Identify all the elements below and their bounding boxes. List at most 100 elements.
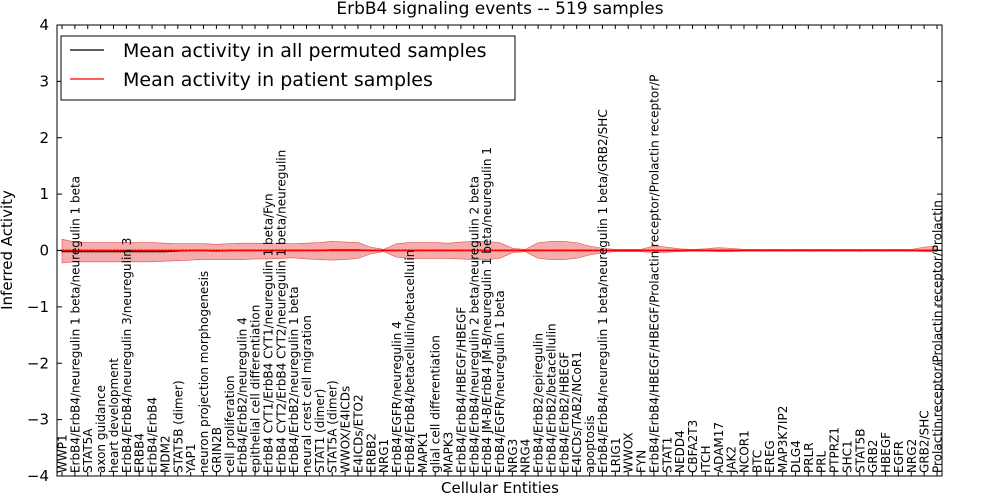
data-point — [447, 249, 449, 252]
data-point — [138, 251, 140, 253]
data-point — [331, 249, 333, 252]
data-point — [511, 249, 513, 252]
data-point — [318, 249, 320, 252]
data-point — [923, 249, 925, 252]
x-category-label: ERBB2 — [364, 433, 378, 473]
x-category-label: STAT1 — [660, 437, 674, 473]
x-category-label: NRG3 — [506, 439, 520, 473]
x-category-label: JAK2 — [725, 446, 739, 474]
data-point — [589, 249, 591, 252]
data-point — [100, 249, 102, 252]
data-point — [550, 249, 552, 252]
data-point — [190, 249, 192, 252]
legend-label-patient: Mean activity in patient samples — [123, 69, 433, 91]
x-category-label: STAT5A (dimer) — [326, 380, 340, 473]
x-category-label: HBEGF — [879, 432, 893, 473]
x-category-label: ErbB4/ErbB4/HBEGF/HBEGF/Prolactin recept… — [647, 75, 661, 473]
x-category-label: PTPRZ1 — [828, 427, 842, 473]
data-point — [794, 249, 797, 252]
data-point — [679, 249, 681, 252]
x-category-label: Prolactin receptor/Prolactin receptor/Pr… — [931, 200, 945, 473]
data-point — [859, 249, 861, 252]
data-point — [717, 249, 719, 252]
x-category-label: ErbB4/EGFR/neuregulin 1 beta — [493, 290, 507, 473]
data-point — [370, 249, 372, 252]
legend-box — [60, 35, 516, 101]
data-point — [897, 249, 900, 252]
x-category-label: MAPK1 — [416, 432, 430, 473]
legend: Mean activity in all permuted samples Me… — [60, 35, 516, 101]
x-category-label: ErbB4/EGFR/neuregulin 4 — [390, 321, 404, 473]
data-point — [782, 249, 784, 252]
x-category-label: EREG — [763, 440, 777, 473]
y-tick-label: 3 — [39, 72, 49, 90]
data-point — [884, 249, 887, 252]
x-category-label: STAT5A — [81, 428, 95, 473]
legend-label-permuted: Mean activity in all permuted samples — [123, 40, 486, 62]
y-tick-label: −1 — [27, 298, 49, 316]
data-point — [357, 249, 359, 252]
y-tick-label: 0 — [39, 242, 49, 260]
x-category-label: NCOR1 — [738, 430, 752, 473]
x-category-label: LRIG1 — [609, 437, 623, 473]
data-point — [138, 249, 140, 252]
data-point — [293, 249, 295, 252]
x-category-label: axon guidance — [94, 385, 108, 473]
x-category-label: epithelial cell differentiation — [249, 305, 263, 473]
data-point — [100, 251, 102, 253]
x-category-label: ErbB4 CYT2/ErbB4 CYT2/neuregulin 1 beta/… — [274, 150, 288, 473]
x-category-label: NRG4 — [519, 439, 533, 473]
x-category-label: MAPK3 — [442, 432, 456, 473]
data-point — [486, 249, 488, 252]
data-point — [344, 249, 346, 252]
x-category-label: MAP3K7IP2 — [776, 406, 790, 473]
data-point — [691, 249, 694, 252]
x-category-label: NRG1 — [377, 439, 391, 473]
x-category-label: cell proliferation — [223, 375, 237, 473]
x-category-label: MDM2 — [158, 435, 172, 473]
x-category-label: WWOX/E4ICDs — [339, 386, 353, 473]
data-point — [576, 249, 578, 252]
data-point — [807, 249, 809, 252]
x-category-label: NRG2 — [905, 439, 919, 473]
data-point — [125, 251, 127, 253]
data-point — [164, 249, 166, 252]
data-point — [112, 251, 115, 253]
series-layer — [61, 249, 938, 253]
data-point — [151, 249, 153, 252]
x-category-label: GRB2/SHC — [918, 410, 932, 473]
data-point — [434, 249, 436, 252]
data-point — [421, 249, 423, 252]
x-category-label: BTC — [750, 450, 764, 473]
x-category-label: GRB2 — [866, 440, 880, 474]
data-point — [408, 249, 410, 252]
x-category-label: ErbB4/ErbB2/neuregulin 1 beta — [287, 286, 301, 473]
data-point — [756, 249, 758, 252]
data-point — [61, 251, 63, 253]
data-point — [910, 249, 912, 252]
data-point — [872, 249, 874, 252]
data-point — [254, 249, 256, 252]
x-category-label: DLG4 — [789, 440, 803, 473]
data-point — [151, 251, 153, 253]
data-point — [730, 249, 732, 252]
x-category-label: neural crest cell migration — [300, 315, 314, 473]
x-category-label: WWP1 — [56, 434, 70, 473]
x-category-label: E4ICDs/TAB2/NCoR1 — [570, 351, 584, 473]
x-category-label: ErbB4 CYT1/ErbB4 CYT1/neuregulin 1 beta/… — [261, 193, 275, 473]
x-category-label: glial cell differentiation — [429, 335, 443, 473]
x-category-label: ADAM17 — [712, 422, 726, 473]
data-point — [614, 249, 616, 252]
x-category-label: PRL — [815, 450, 829, 473]
data-point — [846, 249, 848, 252]
x-category-label: ErbB4/ErbB4/neuregulin 2 beta/neuregulin… — [467, 176, 481, 473]
x-category-label: ErbB4/ErbB2/epiregulin — [532, 333, 546, 473]
x-category-label: STAT5B (dimer) — [171, 380, 185, 473]
x-category-label: ErbB4 JM-B/ErbB4 JM-B/neuregulin 1 beta/… — [480, 147, 494, 473]
data-point — [215, 249, 217, 252]
plot-frame — [56, 24, 943, 477]
data-point — [164, 251, 166, 253]
data-point — [820, 249, 822, 252]
x-category-label: WWOX — [622, 432, 636, 473]
data-point — [473, 249, 475, 252]
